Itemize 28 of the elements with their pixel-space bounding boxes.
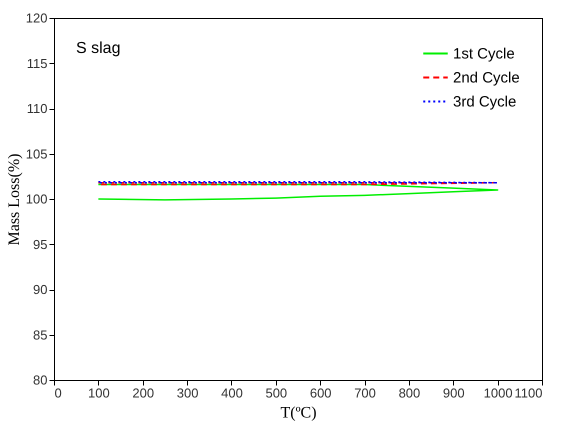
x-tick-label: 500 [265, 386, 288, 400]
legend-label: 2nd Cycle [453, 70, 520, 86]
legend-label: 1st Cycle [453, 46, 515, 62]
y-tick-label: 110 [26, 101, 48, 116]
y-tick-label: 100 [26, 192, 48, 206]
x-tick-label: 1100 [514, 386, 542, 400]
y-tick-label: 90 [33, 282, 48, 297]
y-tick-label: 85 [33, 327, 48, 342]
x-tick-label: 700 [354, 386, 376, 400]
x-tick-label: 600 [310, 386, 332, 400]
x-tick-label: 900 [442, 386, 465, 400]
x-tick-label: 1000 [484, 386, 513, 400]
x-tick-label: 300 [176, 386, 198, 400]
x-tick-label: 100 [88, 386, 110, 400]
x-tick-label: 0 [54, 386, 62, 400]
y-tick-label: 120 [26, 10, 48, 26]
y-tick-label: 80 [33, 372, 48, 388]
y-tick-label: 105 [26, 146, 48, 162]
x-axis-title: T(ºC) [280, 404, 317, 422]
line-series [98, 184, 498, 201]
x-tick-label: 200 [132, 386, 154, 400]
annotation: S slag [76, 40, 120, 57]
x-tick-label: 400 [221, 386, 243, 400]
y-tick-label: 95 [33, 236, 48, 252]
y-tick-label: 115 [26, 56, 48, 71]
y-axis-title: Mass Loss(%) [6, 154, 23, 246]
x-tick-label: 800 [398, 386, 420, 400]
legend-label: 3rd Cycle [453, 94, 516, 110]
